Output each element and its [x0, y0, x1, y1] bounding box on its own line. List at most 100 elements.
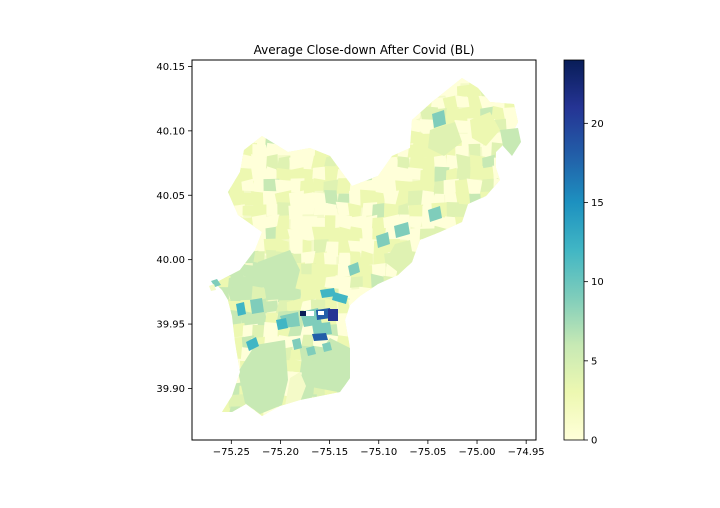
colorbar-gradient [563, 59, 585, 441]
x-tick-label: −75.25 [213, 447, 250, 458]
tract [300, 334, 315, 350]
tract [263, 238, 280, 254]
tract [266, 203, 279, 216]
tract [311, 262, 328, 280]
tract [455, 191, 471, 207]
district [385, 240, 414, 272]
tract [431, 97, 446, 109]
tract [359, 238, 377, 255]
tract-high [276, 318, 288, 330]
district [285, 372, 306, 406]
tract [420, 156, 435, 171]
district [305, 338, 350, 392]
tract [480, 166, 495, 182]
x-tick-label: −75.00 [459, 447, 496, 458]
chart-title: Average Close-down After Covid (BL) [254, 43, 475, 57]
district [470, 112, 500, 146]
colorbar-tick-label: 0 [591, 436, 597, 447]
colorbar-tick-label: 5 [591, 356, 597, 367]
tract [442, 95, 459, 110]
tract [434, 166, 450, 185]
tract [265, 214, 281, 230]
colorbar-axis: 0 5 10 15 20 [584, 119, 604, 447]
district [238, 340, 288, 414]
tract [337, 263, 351, 277]
tract [289, 237, 304, 255]
tract [311, 275, 327, 292]
tract [322, 202, 339, 219]
tract [347, 226, 365, 243]
colorbar: 0 5 10 15 20 [563, 59, 604, 447]
tract [242, 205, 255, 216]
tract [324, 264, 339, 278]
tract [239, 264, 256, 279]
tract [299, 203, 315, 215]
tract [335, 275, 352, 290]
tract-high [432, 110, 446, 128]
tract [347, 240, 362, 253]
colorbar-tick-label: 20 [591, 119, 604, 130]
tract [251, 214, 267, 229]
y-tick-label: 40.05 [156, 191, 185, 202]
district [428, 122, 462, 156]
y-tick-label: 40.10 [156, 126, 185, 137]
x-tick-label: −75.10 [360, 447, 397, 458]
tract [336, 178, 351, 194]
tract [290, 214, 303, 231]
tract [350, 251, 363, 268]
tract [266, 166, 279, 182]
tract [263, 300, 279, 313]
tract [301, 155, 315, 171]
tract [407, 144, 422, 158]
x-tick-label: −75.20 [262, 447, 299, 458]
tract-high [322, 342, 332, 352]
tract-high [318, 311, 324, 315]
tract [290, 346, 302, 361]
colorbar-tick-label: 15 [591, 198, 604, 209]
tract [349, 190, 362, 206]
tract [298, 274, 315, 293]
x-axis: −75.25 −75.20 −75.15 −75.10 −75.05 −75.00 −74.… [213, 440, 545, 458]
tract-high [332, 292, 348, 304]
y-axis: 39.90 39.95 40.00 40.05 40.10 40.15 [156, 62, 192, 395]
tract-high [306, 346, 316, 356]
tract [299, 227, 315, 242]
tract-high [306, 311, 314, 316]
tract [420, 168, 436, 183]
y-tick-label: 39.95 [156, 320, 185, 331]
tract [274, 179, 292, 194]
tract-high [246, 337, 259, 351]
tract [360, 250, 373, 267]
tract-high [312, 333, 328, 341]
tract [314, 239, 329, 256]
y-tick-label: 39.90 [156, 384, 185, 395]
tract [252, 144, 270, 158]
tract [445, 154, 459, 170]
tract-high [250, 298, 264, 314]
tract [409, 216, 424, 230]
tract [276, 167, 292, 181]
tract [241, 178, 256, 192]
x-tick-label: −75.15 [311, 447, 348, 458]
tract-high [236, 302, 246, 316]
tract [347, 202, 362, 219]
tract [420, 178, 435, 194]
tract [406, 179, 425, 192]
y-tick-label: 40.15 [156, 62, 185, 73]
tract [263, 322, 279, 339]
tract-northeast-edge [500, 128, 521, 156]
tract-high [292, 338, 302, 350]
y-tick-label: 40.00 [156, 255, 185, 266]
tract [275, 239, 289, 254]
tract [323, 251, 337, 265]
tract [338, 240, 352, 256]
tract [407, 190, 426, 206]
tract [397, 156, 410, 169]
tract [383, 203, 401, 218]
tract [250, 191, 267, 208]
tract [466, 178, 483, 197]
tract-west-edge-2 [209, 284, 216, 291]
colorbar-tick-label: 10 [591, 277, 604, 288]
